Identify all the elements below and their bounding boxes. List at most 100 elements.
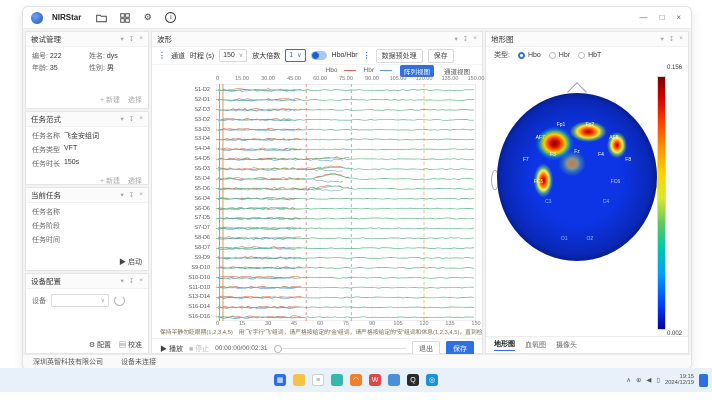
audio-app-icon[interactable]: ◠: [350, 374, 362, 386]
electrode-label-o2: O2: [586, 236, 594, 243]
collapse-icon[interactable]: ▾: [120, 116, 124, 123]
waveform-plot-area: S1-D2 S2-D1 S2-D3 S3-D2 S3-D3 S3-D4 S4-D4 S4-D5…: [152, 84, 482, 321]
panel-close-icon[interactable]: ×: [139, 115, 143, 122]
channel-picker-button[interactable]: 通道: [171, 52, 185, 60]
epoch-label: 时程 (s): [190, 52, 215, 60]
wps-app-icon[interactable]: W: [369, 374, 381, 386]
open-folder-icon[interactable]: [96, 12, 108, 23]
browser-app-icon[interactable]: ◎: [426, 374, 438, 386]
radio-hbt[interactable]: HbT: [578, 51, 601, 59]
channel-label: S3-D3: [194, 126, 210, 133]
save-button[interactable]: 保存: [427, 48, 454, 63]
channel-view-button[interactable]: 通道视图: [444, 68, 470, 76]
playback-bar: ▶ 播放 ■ 停止 00:00:00/00:02:31 退出 保存: [152, 338, 482, 358]
settings-gear-icon[interactable]: ⚙: [143, 12, 152, 22]
panel-close-icon[interactable]: ×: [473, 35, 477, 42]
device-calibrate-button[interactable]: ▤ 校准: [119, 342, 142, 349]
maximize-button[interactable]: □: [659, 13, 665, 22]
pin-icon[interactable]: ↧: [128, 116, 135, 123]
tray-icon-2[interactable]: ◀: [646, 377, 652, 384]
teal-app-icon[interactable]: [331, 374, 343, 386]
channel-label: S2-D1: [194, 96, 210, 103]
legend-hbo-label: Hbo: [325, 67, 338, 74]
subject-panel-title: 被试管理: [31, 34, 61, 44]
subject-select-button[interactable]: 选择: [128, 97, 142, 104]
tray-icon-3[interactable]: ▯: [656, 377, 660, 384]
waveform-toolbar: ⋮ 通道 时程 (s) 150 ∨ 放大倍数 1 ∨ Hbo/Hbr ⋮ 数据预处理…: [152, 47, 482, 65]
axis-tick: 90.00: [365, 76, 379, 82]
paradigm-new-button[interactable]: + 新建: [99, 178, 120, 185]
device-dropdown[interactable]: ∨: [51, 294, 109, 307]
collapse-icon[interactable]: ▾: [120, 278, 124, 285]
colorbar: [657, 76, 666, 330]
collapse-icon[interactable]: ▾: [454, 36, 458, 43]
electrode-label-c3: C3: [544, 199, 552, 206]
tab-血氧图[interactable]: 血氧图: [525, 342, 546, 349]
paradigm-fields: 任务名称 飞金安组词 任务类型 VFT 任务时长 150s: [26, 127, 148, 173]
play-button[interactable]: ▶ 播放: [160, 345, 183, 353]
panel-close-icon[interactable]: ×: [139, 191, 143, 198]
minimize-button[interactable]: —: [639, 13, 648, 22]
taskview-app-icon[interactable]: ▦: [274, 374, 286, 386]
channel-label: S4-D5: [194, 156, 210, 163]
axis-tick: 15.00: [235, 76, 249, 82]
preprocess-button[interactable]: 数据预处理: [375, 48, 423, 63]
refresh-devices-icon[interactable]: [114, 295, 125, 306]
electrode-label-f3: F3: [550, 152, 556, 159]
app-name: NIRStar: [52, 13, 82, 22]
tray-icon-0[interactable]: ∧: [626, 377, 631, 384]
tab-地形图[interactable]: 地形图: [494, 339, 515, 351]
app-logo-icon: [31, 11, 43, 24]
axis-tick: 75.00: [339, 76, 353, 82]
panel-close-icon[interactable]: ×: [679, 35, 683, 42]
topo-scalp-map: AF7 Fp1 Fp2 AF8 F7 F3 Fz F4 F8 FC5 FC6 C3 C4 O1 O2: [497, 93, 657, 261]
paradigm-select-button[interactable]: 选择: [128, 178, 142, 185]
epoch-select[interactable]: 150 ∨: [219, 49, 248, 62]
device-config-button[interactable]: ⚙ 配置: [88, 342, 112, 349]
start-task-button[interactable]: ▶ 启动: [119, 259, 142, 266]
subject-new-button[interactable]: + 新建: [99, 97, 120, 104]
document-app-icon[interactable]: ≡: [312, 374, 324, 386]
waveform-plot[interactable]: [215, 84, 477, 321]
panel-close-icon[interactable]: ×: [139, 35, 143, 42]
collapse-icon[interactable]: ▾: [120, 192, 124, 199]
collapse-icon[interactable]: ▾: [120, 36, 124, 43]
axis-tick: 60.00: [313, 76, 327, 82]
pin-icon[interactable]: ↧: [668, 36, 675, 43]
more-options-icon[interactable]: ⋮: [362, 51, 371, 60]
hbo-hbr-toggle[interactable]: [310, 51, 327, 60]
type-label: 类型:: [494, 52, 510, 59]
tray-icon-1[interactable]: ⊕: [635, 377, 642, 384]
blue-app-icon[interactable]: [388, 374, 400, 386]
tray-clock[interactable]: 19:15 2024/12/19: [665, 374, 694, 387]
electrode-label-af8: AF8: [609, 135, 619, 142]
panel-close-icon[interactable]: ×: [139, 277, 143, 284]
folder-icon[interactable]: [293, 374, 305, 386]
pin-icon[interactable]: ↧: [128, 192, 135, 199]
playback-slider[interactable]: [273, 344, 406, 353]
axis-tick: 150: [471, 321, 481, 327]
company-name: 深圳英智科技有限公司: [33, 359, 103, 366]
pin-icon[interactable]: ↧: [128, 278, 135, 285]
channel-label-column: S1-D2 S2-D1 S2-D3 S3-D2 S3-D3 S3-D4 S4-D4 S4-D5…: [152, 84, 216, 321]
drag-handle-icon[interactable]: ⋮: [158, 51, 166, 60]
close-button[interactable]: ×: [676, 13, 681, 22]
collapse-icon[interactable]: ▾: [660, 36, 664, 43]
stop-button[interactable]: ■ 停止: [188, 345, 210, 353]
radio-hbo[interactable]: Hbo: [517, 51, 541, 59]
array-view-button[interactable]: 阵列视图: [400, 64, 434, 77]
task-duration-label: 任务时长: [32, 161, 60, 168]
task-name-value: 飞金安组词: [64, 133, 99, 140]
exit-button[interactable]: 退出: [412, 341, 440, 356]
layout-grid-icon[interactable]: [119, 12, 130, 23]
info-icon[interactable]: i: [165, 12, 177, 23]
tab-摄像头[interactable]: 摄像头: [556, 342, 577, 349]
colorbar-min-value: 0.002: [666, 331, 682, 337]
radio-hbr[interactable]: Hbr: [548, 51, 570, 59]
pin-icon[interactable]: ↧: [128, 36, 135, 43]
zoom-factor-select[interactable]: 1 ∨: [285, 49, 306, 62]
pin-icon[interactable]: ↧: [462, 36, 469, 43]
window-controls: — □ ×: [639, 13, 683, 22]
qq-app-icon[interactable]: Q: [407, 374, 419, 386]
notification-badge[interactable]: [699, 373, 708, 387]
